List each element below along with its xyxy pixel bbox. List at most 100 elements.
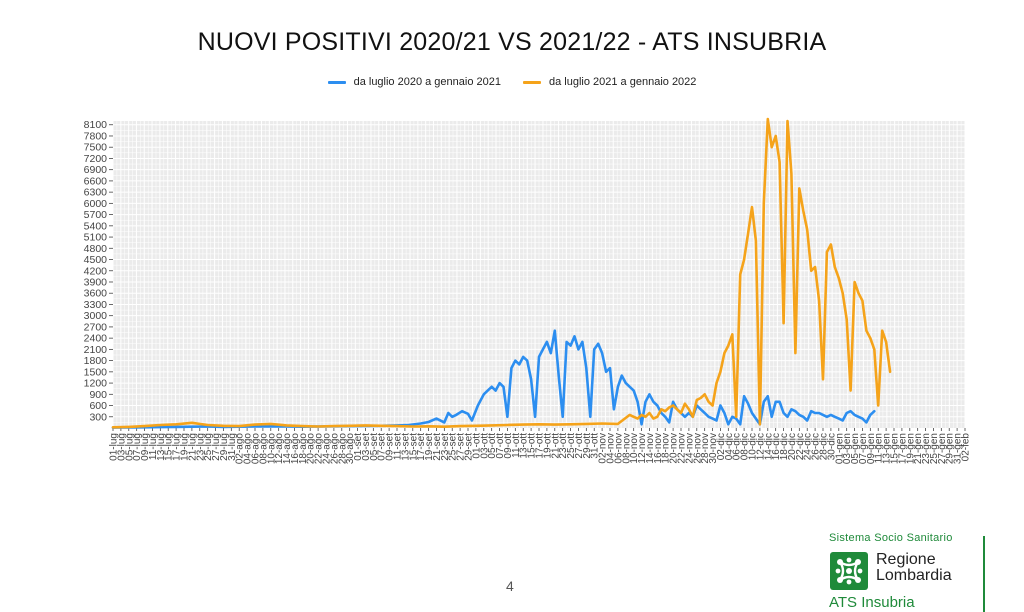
y-tick-label: 6000 <box>84 198 108 210</box>
y-axis-labels: 3006009001200150018002100240027003000330… <box>84 119 108 423</box>
x-tick-label: 11-gen <box>874 433 885 463</box>
y-tick-label: 1500 <box>84 366 108 378</box>
x-tick-label: 25-ott <box>566 433 577 459</box>
x-tick-label: 07-lug <box>132 433 143 461</box>
x-tick-label: 23-set <box>440 433 451 461</box>
page-number: 4 <box>506 578 514 594</box>
x-tick-label: 19-lug <box>180 433 191 461</box>
x-tick-label: 09-gen <box>866 433 877 464</box>
x-tick-label: 02-ago <box>235 433 246 465</box>
x-tick-label: 29-gen <box>945 433 956 464</box>
x-tick-label: 08-ago <box>258 433 269 465</box>
x-tick-label: 20-dic <box>787 433 798 460</box>
y-tick-label: 1200 <box>84 378 108 390</box>
x-tick-label: 31-lug <box>227 433 238 461</box>
x-tick-label: 20-nov <box>669 433 680 464</box>
x-tick-label: 03-lug <box>116 433 127 461</box>
x-tick-label: 23-gen <box>921 433 932 464</box>
x-tick-label: 10-dic <box>748 433 759 460</box>
x-tick-label: 22-nov <box>677 433 688 464</box>
x-tick-label: 15-gen <box>890 433 901 464</box>
x-tick-label: 28-dic <box>819 433 830 460</box>
y-tick-label: 6300 <box>84 187 108 199</box>
x-tick-label: 07-ott <box>495 433 506 459</box>
x-tick-label: 12-dic <box>755 433 766 460</box>
x-tick-label: 05-gen <box>850 433 861 464</box>
x-tick-label: 12-nov <box>637 433 648 464</box>
x-tick-label: 22-dic <box>795 433 806 460</box>
y-tick-label: 7800 <box>84 130 108 142</box>
y-tick-label: 6900 <box>84 164 108 176</box>
x-tick-label: 29-set <box>464 433 475 461</box>
series-line-2021-22 <box>111 117 892 429</box>
y-tick-label: 300 <box>89 411 107 423</box>
x-tick-label: 17-lug <box>172 433 183 461</box>
x-tick-label: 27-ott <box>574 433 585 459</box>
x-tick-label: 24-dic <box>803 433 814 460</box>
legend-label-2020: da luglio 2020 a gennaio 2021 <box>353 76 501 88</box>
x-tick-label: 07-gen <box>858 433 869 464</box>
x-tick-label: 30-dic <box>826 433 837 460</box>
x-tick-label: 26-nov <box>692 433 703 464</box>
x-tick-label: 27-lug <box>211 433 222 461</box>
x-tick-label: 19-ott <box>542 433 553 459</box>
x-tick-label: 21-set <box>432 433 443 461</box>
x-tick-label: 01-set <box>353 433 364 461</box>
x-tick-label: 17-gen <box>897 433 908 464</box>
x-tick-label: 27-gen <box>937 433 948 464</box>
x-tick-label: 13-gen <box>882 433 893 464</box>
y-gridlines <box>109 124 965 423</box>
y-tick-label: 7200 <box>84 153 108 165</box>
x-tick-label: 09-set <box>385 433 396 461</box>
chart-title: NUOVI POSITIVI 2020/21 VS 2021/22 - ATS … <box>197 28 827 56</box>
x-tick-label: 25-gen <box>929 433 940 464</box>
x-tick-label: 24-nov <box>684 433 695 464</box>
x-tick-label: 18-ago <box>298 433 309 465</box>
series-line-2020-21 <box>111 329 876 429</box>
x-tick-label: 01-gen <box>834 433 845 464</box>
x-tick-label: 30-ago <box>345 433 356 465</box>
logo-top-text: Sistema Socio Sanitario <box>829 532 953 544</box>
x-tick-label: 25-lug <box>203 433 214 461</box>
x-tick-label: 17-ott <box>535 433 546 459</box>
x-tick-label: 30-nov <box>708 433 719 464</box>
x-tick-label: 04-dic <box>724 433 735 460</box>
series-lines <box>111 117 892 429</box>
y-tick-label: 4800 <box>84 243 108 255</box>
y-tick-label: 5400 <box>84 220 108 232</box>
x-tick-label: 11-set <box>393 433 404 460</box>
x-tick-label: 16-dic <box>771 433 782 460</box>
x-tick-label: 11-lug <box>148 433 159 460</box>
x-tick-label: 09-ott <box>503 433 514 459</box>
logo-ats-text: ATS Insubria <box>829 594 915 611</box>
x-tick-label: 02-nov <box>598 433 609 464</box>
x-tick-label: 31-ott <box>590 433 601 459</box>
x-tick-label: 14-dic <box>763 433 774 460</box>
x-tick-label: 28-ago <box>337 433 348 465</box>
x-tick-label: 16-ago <box>290 433 301 465</box>
x-tick-label: 04-nov <box>606 433 617 464</box>
x-tick-label: 09-lug <box>140 433 151 461</box>
x-tick-label: 15-ott <box>527 433 538 459</box>
x-tick-label: 23-lug <box>195 433 206 461</box>
x-tick-label: 06-dic <box>732 433 743 460</box>
x-tick-label: 02-feb <box>961 433 972 462</box>
x-tick-label: 20-ago <box>306 433 317 465</box>
x-tick-label: 29-ott <box>582 433 593 459</box>
x-tick-label: 13-lug <box>156 433 167 461</box>
y-tick-label: 900 <box>89 389 107 401</box>
x-tick-label: 13-ott <box>519 433 530 459</box>
x-tick-label: 08-nov <box>621 433 632 464</box>
legend-swatch-2020 <box>327 80 346 84</box>
legend-swatch-2021 <box>523 80 541 84</box>
y-tick-label: 4500 <box>84 254 108 266</box>
y-tick-label: 1800 <box>84 355 108 367</box>
x-tick-label: 19-gen <box>905 433 916 464</box>
x-tick-label: 10-nov <box>629 433 640 464</box>
x-tick-label: 28-nov <box>700 433 711 464</box>
x-tick-label: 04-ago <box>243 433 254 465</box>
y-tick-label: 3900 <box>84 276 108 288</box>
legend-label-2021: da luglio 2021 a gennaio 2022 <box>549 76 697 88</box>
x-tick-label: 24-ago <box>322 433 333 465</box>
